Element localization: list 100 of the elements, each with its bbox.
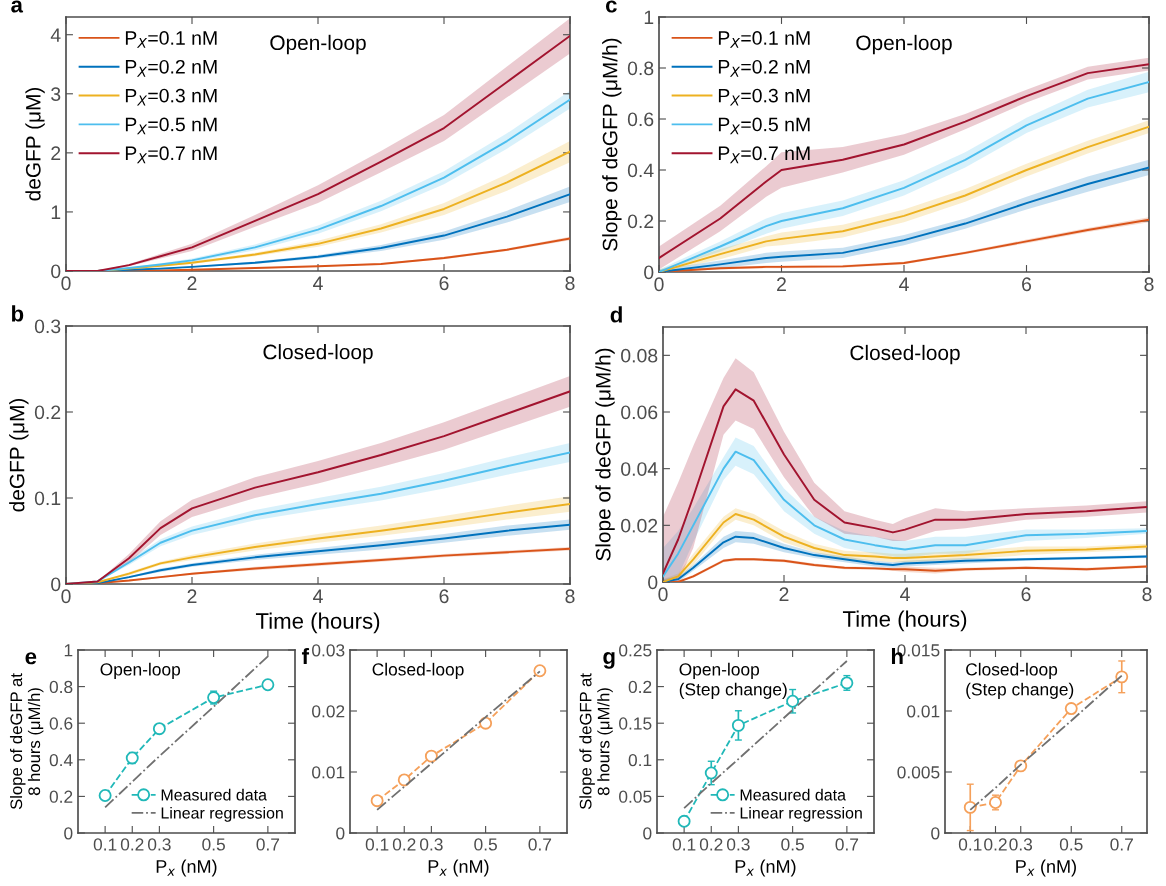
x-axis-title: P$_{x}$ (nM)	[428, 859, 489, 877]
x-tick-label: 0.5	[474, 838, 497, 851]
y-tick-label: 0	[51, 264, 61, 279]
point	[677, 814, 691, 828]
y-tick-label: 3	[51, 87, 61, 102]
x-tick-label: 8	[1142, 587, 1152, 602]
y-tick-label: 0.08	[621, 348, 658, 363]
x-tick-label: 2	[187, 589, 197, 603]
legend-label: P$_{X}$=0.5 nM	[125, 117, 217, 135]
chart-title: f	[301, 648, 310, 665]
y-tick-label: 0.3	[34, 319, 61, 334]
x-tick-label: 6	[439, 589, 449, 604]
annotation: Closed-loop	[850, 344, 960, 365]
legend-label: P$_{X}$=0.2 nM	[125, 59, 217, 77]
legend-label: P$_{X}$=0.3 nM	[125, 88, 217, 106]
annotation: Open-loop	[100, 662, 181, 679]
y-tick-label: 0.2	[628, 680, 652, 694]
y-tick-label: 0.2	[34, 405, 61, 420]
legend-label: P$_{X}$=0.1 nM	[718, 31, 810, 48]
x-axis-title: P$_{x}$ (nM)	[1016, 859, 1076, 877]
x-tick-label: 6	[439, 276, 449, 291]
y-tick-label: 0	[644, 265, 654, 280]
x-tick-label: 0.3	[726, 838, 750, 851]
y-tick-label: 0.4	[627, 163, 654, 178]
x-tick-label: 0.7	[1110, 838, 1133, 851]
y-tick-label: 0.1	[628, 753, 652, 767]
x-tick-label: 0.5	[202, 838, 225, 851]
y-tick-label: 1	[51, 205, 61, 219]
y-tick-label: 0.2	[627, 214, 654, 229]
y-tick-label: 0.05	[619, 790, 652, 803]
x-tick-label: 2	[777, 277, 786, 291]
y-tick-label: 0	[64, 827, 73, 840]
legend-label: P$_{X}$=0.1 nM	[125, 31, 217, 48]
point	[1064, 702, 1078, 716]
legend-label: P$_{X}$=0.3 nM	[718, 88, 810, 106]
y-tick-label: 0.6	[49, 717, 73, 730]
point	[786, 694, 800, 708]
x-axis-title: P$_{x}$ (nM)	[156, 859, 217, 877]
x-tick-label: 0.2	[699, 838, 723, 851]
y-tick-label: 0	[643, 827, 652, 840]
y-tick-label: 0.2	[49, 790, 73, 803]
y-tick-label: 0	[931, 827, 940, 840]
x-tick-label: 8	[1144, 277, 1154, 292]
y-tick-label: 0	[648, 575, 658, 590]
x-tick-label: 2	[187, 276, 197, 290]
annotation: Open-loop	[856, 34, 952, 55]
x-tick-label: 0.1	[672, 838, 696, 851]
y-tick-label: 0.03	[312, 644, 345, 657]
chart-title: a	[11, 0, 24, 13]
x-tick-label: 0.7	[256, 838, 280, 851]
x-axis-title: Time (hours)	[255, 612, 380, 634]
legend-label: Linear regression	[161, 806, 283, 822]
y-tick-label: 0.01	[312, 766, 345, 779]
y-tick-label: 4	[50, 28, 61, 42]
y-tick-label: 0.04	[621, 462, 658, 476]
y-tick-label: 0.6	[627, 112, 654, 127]
chart-title: b	[12, 305, 24, 322]
x-tick-label: 0.5	[1059, 838, 1083, 851]
point	[152, 722, 166, 736]
y-tick-label: 0.8	[49, 680, 73, 694]
x-tick-label: 0.7	[835, 838, 859, 851]
y-tick-label: 0	[336, 827, 345, 840]
point	[731, 718, 745, 732]
x-tick-label: 8	[565, 589, 575, 604]
x-tick-label: 8	[565, 276, 575, 291]
y-tick-label: 0.8	[627, 61, 654, 76]
y-axis-title: deGFP (μM)	[9, 398, 29, 512]
x-tick-label: 0.3	[147, 838, 171, 851]
legend-label: Measured data	[161, 788, 267, 801]
x-axis-title: P$_{x}$ (nM)	[735, 859, 796, 877]
x-tick-label: 6	[1021, 587, 1031, 602]
y-axis-title: Slope of deGFP (μM/h)	[595, 348, 615, 561]
y-tick-label: 0.25	[619, 644, 652, 657]
chart-title: e	[25, 652, 37, 665]
x-tick-label: 0.2	[120, 838, 144, 851]
x-tick-label: 0.5	[781, 838, 804, 851]
x-tick-label: 0.3	[1009, 838, 1033, 851]
y-tick-label: 2	[51, 146, 61, 160]
legend-label: Measured data	[740, 788, 846, 801]
chart-title: g	[603, 652, 615, 669]
annotation: Open-loop	[270, 34, 366, 55]
y-axis-title: deGFP (μM)	[25, 87, 45, 201]
line-series	[663, 388, 1147, 575]
x-tick-label: 0.1	[365, 838, 389, 851]
x-tick-label: 0	[658, 587, 668, 602]
point	[424, 749, 438, 763]
point	[479, 716, 493, 730]
point	[261, 678, 275, 692]
chart-title: c	[605, 0, 617, 13]
point	[704, 766, 718, 780]
y-axis-title: Slope of deGFP (μM/h)	[602, 38, 622, 251]
legend-label: P$_{X}$=0.5 nM	[718, 117, 810, 135]
point	[370, 794, 384, 808]
x-tick-label: 6	[1022, 277, 1032, 292]
legend-label: P$_{X}$=0.2 nM	[718, 59, 810, 77]
y-tick-label: 0.15	[619, 717, 652, 730]
y-axis-title: Slope of deGFP at 8 hours (μM/h)	[9, 673, 44, 810]
x-tick-label: 0.2	[392, 838, 416, 851]
y-tick-label: 0.06	[621, 405, 658, 420]
legend-label: P$_{X}$=0.7 nM	[718, 146, 810, 164]
